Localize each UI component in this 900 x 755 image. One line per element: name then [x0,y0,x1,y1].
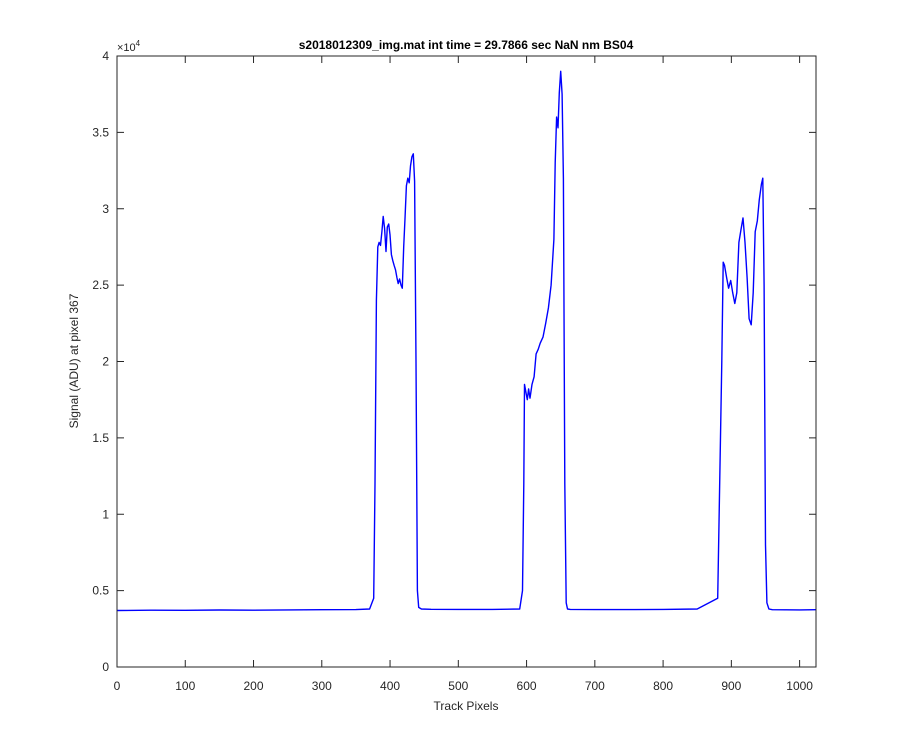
x-tick-label: 1000 [786,679,813,693]
x-tick-label: 800 [653,679,673,693]
y-tick-label: 0 [102,660,109,674]
y-axis-exponent-power: 4 [136,39,141,48]
y-tick-label: 1.5 [92,431,109,445]
y-tick-label: 2.5 [92,278,109,292]
x-tick-label: 300 [312,679,332,693]
ticks-layer: 0 100 200 300 400 500 600 700 800 900 1000 0 0.5 1 1.5… [92,49,816,693]
chart-title: s2018012309_img.mat int time = 29.7866 s… [299,38,634,52]
y-tick-label: 0.5 [92,584,109,598]
x-tick-label: 500 [448,679,468,693]
x-tick-label: 400 [380,679,400,693]
x-tick-label: 700 [585,679,605,693]
series-line-1 [116,70,817,612]
y-tick-label: 2 [102,355,109,369]
y-tick-label: 3.5 [92,125,109,139]
x-tick-label: 200 [244,679,264,693]
y-tick-label: 1 [102,507,109,521]
data-layer [116,70,817,612]
plot-frame [116,55,817,668]
x-tick-label: 600 [517,679,537,693]
y-axis-exponent-base: ×10 [117,42,136,54]
y-tick-label: 4 [102,49,109,63]
plot-background [117,56,816,667]
y-tick-label: 3 [102,202,109,216]
x-tick-label: 0 [114,679,121,693]
y-axis-exponent: ×104 [117,39,141,54]
x-tick-label: 900 [721,679,741,693]
x-tick-label: 100 [175,679,195,693]
x-axis-label: Track Pixels [434,699,499,713]
y-axis-label: Signal (ADU) at pixel 367 [67,293,81,428]
